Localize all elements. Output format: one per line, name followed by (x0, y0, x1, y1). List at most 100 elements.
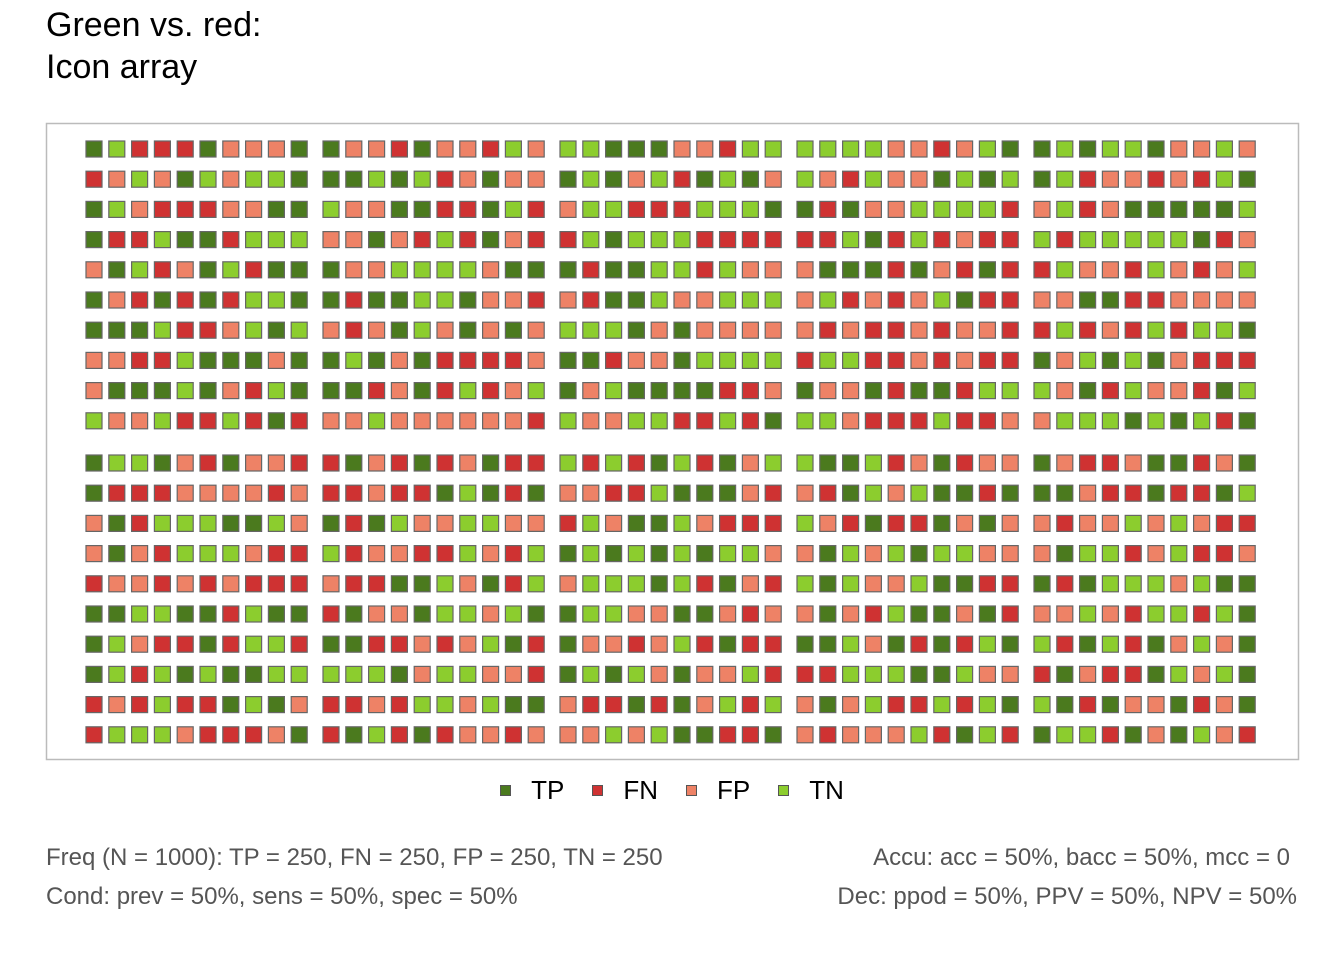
icon-tn (459, 261, 477, 279)
icon-tp (290, 261, 308, 279)
icon-tp (1124, 412, 1142, 430)
icon-tn (199, 170, 217, 188)
chart-title-line-2: Icon array (46, 48, 198, 86)
icon-tn (582, 170, 600, 188)
icon-tn (222, 412, 240, 430)
icon-tn (1078, 544, 1097, 563)
icon-fp (322, 412, 340, 430)
icon-tn (527, 575, 545, 593)
icon-fp (108, 575, 126, 593)
icon-fn (245, 382, 263, 400)
icon-fp (1170, 261, 1188, 279)
icon-fn (741, 231, 760, 249)
icon-fn (199, 321, 217, 339)
icon-tn (1101, 140, 1120, 158)
icon-fn (436, 170, 454, 188)
icon-fp (741, 261, 760, 279)
icon-fn (1238, 514, 1256, 533)
icon-fp (368, 200, 386, 218)
icon-fn (1078, 200, 1097, 218)
icon-fp (85, 544, 103, 563)
icon-fp (841, 412, 860, 430)
icon-fp (559, 200, 577, 218)
icon-tn (933, 200, 951, 218)
icon-tp (413, 726, 431, 744)
icon-fp (764, 605, 782, 623)
icon-fn (1001, 231, 1019, 249)
icon-fp (1101, 605, 1120, 623)
icon-fp (245, 544, 263, 563)
icon-tn (413, 291, 431, 309)
icon-fn (199, 575, 217, 593)
icon-fp (222, 200, 240, 218)
icon-fn (1124, 665, 1142, 684)
icon-tp (582, 351, 600, 369)
icon-fp (504, 231, 522, 249)
icon-tn (1056, 200, 1074, 218)
icon-tp (673, 726, 691, 744)
icon-fn (131, 231, 149, 249)
icon-fp (955, 140, 974, 158)
icon-fn (978, 575, 997, 593)
icon-tn (841, 665, 860, 684)
icon-tp (864, 514, 883, 533)
icon-tn (604, 200, 623, 218)
icon-tp (819, 454, 837, 472)
icon-fn (819, 726, 837, 744)
icon-tp (199, 231, 217, 249)
icon-fn (1192, 261, 1211, 279)
chart-title-line-1: Green vs. red: (46, 6, 262, 44)
icon-fn (955, 261, 974, 279)
icon-fp (368, 605, 386, 623)
icon-tp (1078, 291, 1097, 309)
icon-fn (1056, 231, 1074, 249)
icon-tn (696, 351, 714, 369)
icon-tp (841, 454, 860, 472)
icon-fn (627, 635, 646, 653)
icon-fn (436, 351, 454, 369)
icon-tp (933, 382, 951, 400)
icon-tn (841, 140, 860, 158)
icon-fp (1215, 454, 1234, 472)
icon-tp (650, 575, 668, 593)
icon-fn (696, 635, 714, 653)
icon-fp (290, 514, 308, 533)
icon-tn (627, 544, 646, 563)
icon-fn (887, 412, 905, 430)
icon-fn (673, 200, 691, 218)
icon-tp (673, 695, 691, 714)
icon-fp (482, 544, 500, 563)
icon-tn (933, 695, 951, 714)
icon-tn (290, 231, 308, 249)
icon-tn (955, 170, 974, 188)
icon-fn (1124, 321, 1142, 339)
icon-tp (1238, 321, 1256, 339)
icon-tn (199, 665, 217, 684)
icon-tn (504, 605, 522, 623)
icon-fp (1238, 291, 1256, 309)
icon-tn (1056, 140, 1074, 158)
icon-tp (559, 635, 577, 653)
icon-fp (1192, 514, 1211, 533)
icon-tp (796, 382, 814, 400)
icon-fn (887, 261, 905, 279)
icon-tn (413, 321, 431, 339)
icon-fn (153, 575, 171, 593)
icon-tn (482, 514, 500, 533)
summary-cond: Cond: prev = 50%, sens = 50%, spec = 50% (46, 883, 518, 910)
icon-tp (1238, 454, 1256, 472)
icon-fn (741, 605, 760, 623)
icon-tp (910, 605, 928, 623)
icon-fn (1101, 382, 1120, 400)
icon-tn (582, 665, 600, 684)
icon-tp (85, 635, 103, 653)
icon-fn (1101, 484, 1120, 502)
icon-tp (290, 170, 308, 188)
icon-fp (841, 726, 860, 744)
icon-fp (978, 321, 997, 339)
icon-tn (413, 695, 431, 714)
icon-fn (627, 454, 646, 472)
icon-tp (604, 665, 623, 684)
icon-tn (1215, 665, 1234, 684)
icon-grid (85, 140, 1256, 744)
